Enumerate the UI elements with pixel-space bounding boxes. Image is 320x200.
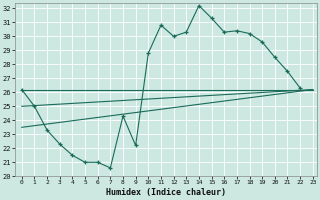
X-axis label: Humidex (Indice chaleur): Humidex (Indice chaleur) [106,188,226,197]
